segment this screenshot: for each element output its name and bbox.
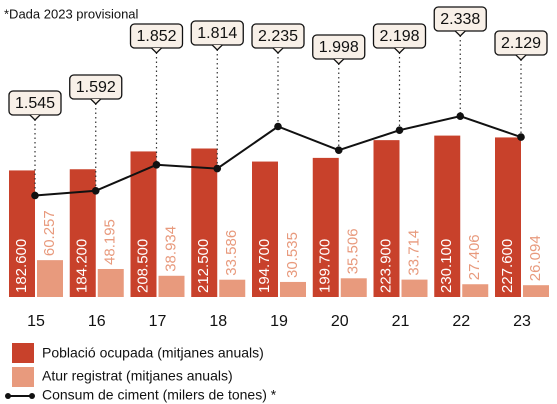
bar — [401, 279, 428, 297]
bar-value-label: 48.195 — [102, 219, 119, 265]
bar — [280, 281, 306, 297]
x-tick-label: 19 — [270, 313, 288, 330]
bar-value-label: 212.500 — [195, 239, 212, 293]
bar — [130, 151, 157, 297]
line-point — [213, 164, 222, 173]
callout-pointer — [29, 114, 41, 121]
bar-value-label: 182.600 — [13, 239, 30, 293]
line-point — [517, 133, 525, 141]
bar-value-label: 38.934 — [162, 226, 179, 272]
note: *Dada 2023 provisional — [4, 6, 139, 21]
x-tick-label: 16 — [88, 313, 106, 330]
line-value-label: 2.198 — [379, 28, 419, 45]
line-point — [456, 112, 465, 120]
line-value-label: 1.545 — [15, 95, 55, 112]
bar-value-label: 208.500 — [134, 239, 151, 293]
bar — [9, 170, 35, 297]
callout-pointer — [151, 47, 162, 54]
line-point — [395, 126, 404, 134]
x-tick-label: 21 — [392, 313, 410, 330]
bar — [340, 278, 367, 297]
line-value-label: 2.129 — [501, 35, 541, 52]
line-value-label: 2.235 — [258, 28, 298, 45]
x-tick-label: 18 — [209, 313, 227, 330]
line-point — [152, 161, 161, 169]
legend-swatch — [12, 367, 34, 387]
bar — [252, 161, 278, 297]
bar — [434, 135, 461, 297]
line-point — [334, 146, 343, 154]
callout-pointer — [90, 98, 102, 105]
bar — [373, 140, 400, 297]
bar-value-label: 230.100 — [438, 239, 455, 293]
bar — [191, 148, 218, 297]
x-tick-label: 23 — [513, 313, 531, 330]
callout-pointer — [515, 54, 527, 61]
bar-value-label: 30.535 — [284, 232, 301, 278]
line-value-label: 2.338 — [440, 11, 480, 28]
bar — [495, 137, 521, 297]
line-value-label: 1.998 — [319, 39, 359, 56]
bar-value-label: 26.094 — [527, 235, 544, 281]
bar — [219, 279, 246, 297]
line-value-label: 1.592 — [76, 79, 116, 96]
bar-value-label: 33.714 — [405, 230, 422, 276]
x-tick-label: 20 — [331, 313, 349, 330]
legend-marker — [5, 393, 11, 399]
line-point — [274, 122, 282, 131]
bar-value-label: 35.506 — [345, 228, 362, 274]
line-value-label: 1.852 — [136, 28, 176, 45]
bar-value-label: 33.586 — [223, 230, 240, 276]
legend-label: Població ocupada (mitjanes anuals) — [42, 345, 264, 361]
legend-marker — [29, 393, 35, 399]
callout-pointer — [211, 44, 223, 51]
bar-value-label: 27.406 — [466, 234, 483, 280]
callout-pointer — [272, 47, 284, 54]
bar-value-label: 199.700 — [317, 239, 334, 293]
x-tick-label: 17 — [149, 313, 167, 330]
bar-value-label: 60.257 — [41, 210, 58, 256]
bar — [37, 260, 63, 297]
x-tick-label: 15 — [27, 313, 45, 330]
bar-value-label: 227.600 — [499, 239, 516, 293]
legend-label: Atur registrat (mitjanes anuals) — [42, 368, 233, 384]
x-tick-label: 22 — [452, 313, 470, 330]
bar — [523, 285, 549, 297]
bar — [312, 157, 339, 297]
callout-pointer — [333, 58, 345, 65]
bar-value-label: 184.200 — [74, 239, 91, 293]
legend-swatch — [12, 343, 34, 363]
legend-label: Consum de ciment (milers de tones) * — [42, 387, 277, 403]
bar-value-label: 223.900 — [377, 239, 394, 293]
bar-value-label: 194.700 — [256, 239, 273, 293]
bar — [158, 275, 185, 297]
line-point — [31, 191, 39, 200]
bar — [97, 268, 124, 297]
line-value-label: 1.814 — [197, 25, 237, 42]
callout-pointer — [394, 47, 405, 54]
line-point — [91, 187, 100, 195]
bar — [462, 284, 489, 297]
callout-pointer — [454, 30, 466, 37]
